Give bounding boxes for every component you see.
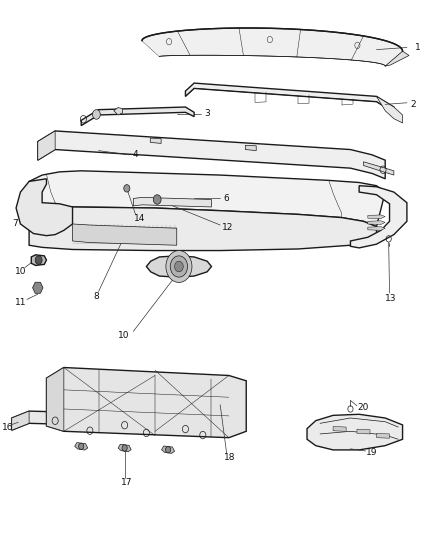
Polygon shape [307, 414, 403, 450]
Polygon shape [368, 215, 385, 219]
Circle shape [175, 261, 183, 272]
Polygon shape [12, 411, 29, 430]
Text: 18: 18 [224, 454, 236, 463]
Text: 20: 20 [357, 403, 368, 412]
Polygon shape [12, 411, 220, 430]
Circle shape [92, 110, 100, 119]
Polygon shape [46, 368, 64, 431]
Circle shape [166, 447, 171, 453]
Text: 13: 13 [385, 294, 396, 303]
Polygon shape [146, 256, 212, 277]
Circle shape [153, 195, 161, 204]
Polygon shape [385, 51, 409, 66]
Text: 12: 12 [223, 223, 234, 232]
Polygon shape [81, 107, 194, 126]
Text: 11: 11 [14, 298, 26, 307]
Circle shape [122, 445, 127, 451]
Polygon shape [114, 108, 123, 115]
Circle shape [124, 184, 130, 192]
Text: 3: 3 [204, 109, 210, 118]
Text: 16: 16 [2, 423, 13, 432]
Polygon shape [364, 162, 394, 175]
Text: 6: 6 [224, 194, 230, 203]
Polygon shape [118, 445, 131, 452]
Polygon shape [29, 171, 385, 227]
Polygon shape [29, 207, 377, 251]
Polygon shape [38, 131, 385, 179]
Polygon shape [46, 368, 246, 438]
Polygon shape [357, 429, 370, 434]
Text: 10: 10 [118, 331, 130, 340]
Polygon shape [133, 197, 212, 207]
Polygon shape [75, 442, 88, 450]
Circle shape [170, 256, 187, 277]
Text: 1: 1 [415, 43, 420, 52]
Circle shape [166, 251, 192, 282]
Text: 17: 17 [121, 478, 133, 487]
Polygon shape [377, 96, 403, 123]
Polygon shape [73, 224, 177, 245]
Polygon shape [31, 255, 46, 265]
Polygon shape [32, 282, 43, 293]
Circle shape [78, 443, 84, 449]
Text: 7: 7 [12, 220, 18, 229]
Polygon shape [245, 146, 256, 151]
Polygon shape [185, 83, 394, 112]
Polygon shape [38, 131, 55, 160]
Polygon shape [16, 179, 73, 236]
Polygon shape [150, 138, 161, 143]
Text: 8: 8 [94, 292, 99, 301]
Polygon shape [162, 446, 175, 454]
Polygon shape [368, 221, 385, 224]
Polygon shape [142, 28, 403, 66]
Polygon shape [377, 433, 389, 438]
Polygon shape [333, 426, 346, 431]
Polygon shape [350, 185, 407, 248]
Text: 14: 14 [134, 214, 145, 223]
Circle shape [35, 256, 42, 264]
Text: 10: 10 [14, 268, 26, 276]
Text: 19: 19 [367, 448, 378, 457]
Text: 2: 2 [410, 100, 416, 109]
Polygon shape [368, 227, 385, 230]
Text: 4: 4 [133, 150, 138, 159]
